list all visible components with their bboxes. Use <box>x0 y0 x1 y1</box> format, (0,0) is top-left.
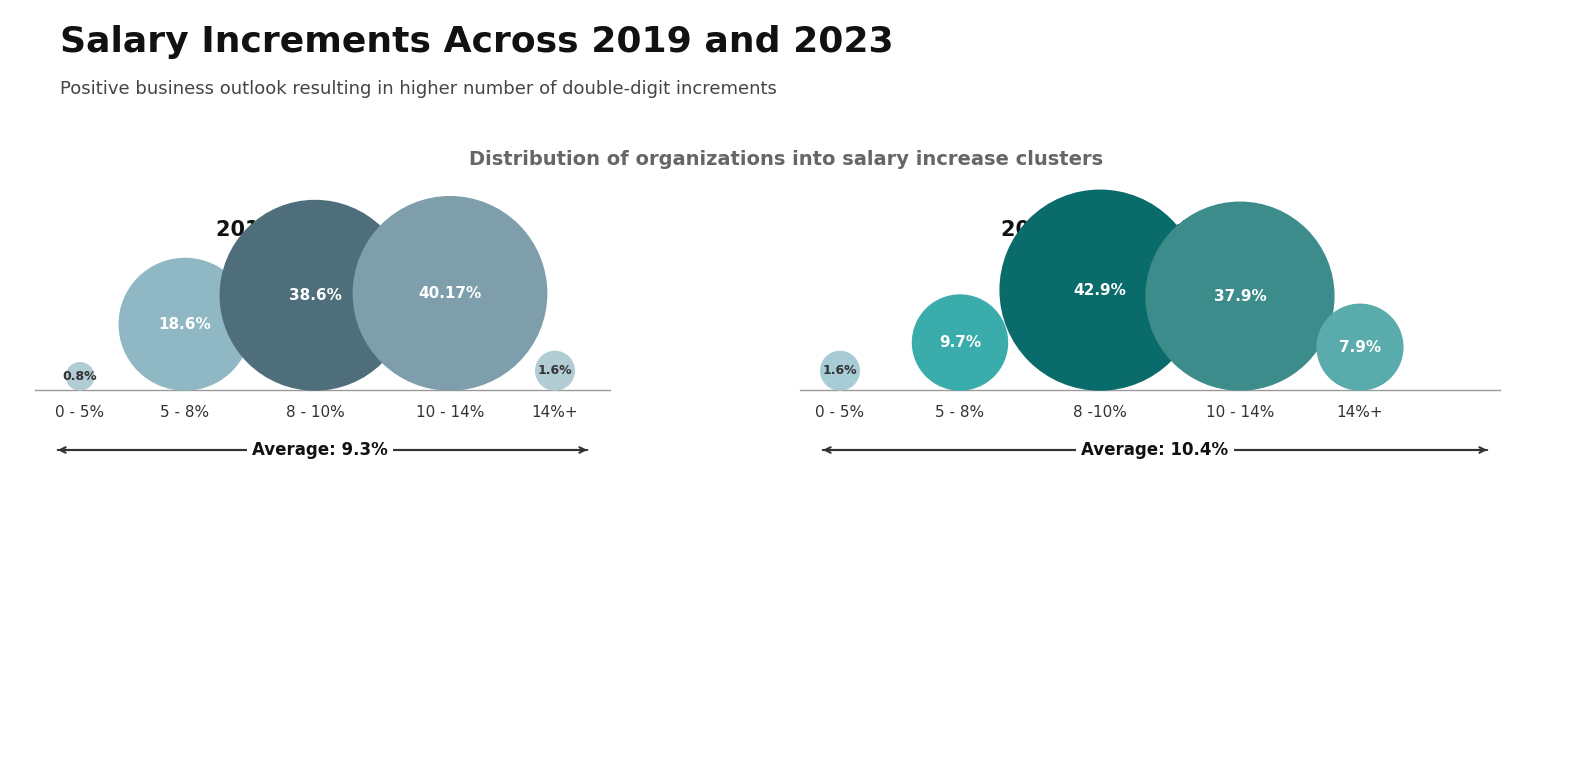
Text: 0.8%: 0.8% <box>63 370 97 383</box>
Text: Average: 9.3%: Average: 9.3% <box>252 441 388 459</box>
Circle shape <box>1317 304 1402 390</box>
Circle shape <box>536 351 574 390</box>
Circle shape <box>220 201 410 390</box>
Text: 10 - 14%: 10 - 14% <box>417 405 484 420</box>
Text: 5 - 8%: 5 - 8% <box>160 405 209 420</box>
Circle shape <box>354 197 547 390</box>
Text: Positive business outlook resulting in higher number of double-digit increments: Positive business outlook resulting in h… <box>60 80 777 98</box>
Circle shape <box>1000 190 1199 390</box>
Text: 2023 (Projected): 2023 (Projected) <box>1001 220 1198 240</box>
Text: 40.17%: 40.17% <box>418 286 481 301</box>
Circle shape <box>1146 202 1335 390</box>
Text: 1.6%: 1.6% <box>822 364 857 377</box>
Text: 5 - 8%: 5 - 8% <box>935 405 984 420</box>
Text: 14%+: 14%+ <box>531 405 578 420</box>
Text: 18.6%: 18.6% <box>159 317 211 331</box>
Text: 0 - 5%: 0 - 5% <box>55 405 105 420</box>
Circle shape <box>821 351 860 390</box>
Text: Average: 10.4%: Average: 10.4% <box>1082 441 1229 459</box>
Text: 0 - 5%: 0 - 5% <box>816 405 865 420</box>
Circle shape <box>66 363 94 390</box>
Circle shape <box>912 295 1008 390</box>
Circle shape <box>119 258 252 390</box>
Text: 8 -10%: 8 -10% <box>1074 405 1127 420</box>
Text: 10 - 14%: 10 - 14% <box>1206 405 1275 420</box>
Text: 37.9%: 37.9% <box>1214 289 1267 303</box>
Text: Salary Increments Across 2019 and 2023: Salary Increments Across 2019 and 2023 <box>60 25 893 59</box>
Text: 9.7%: 9.7% <box>938 335 981 350</box>
Text: 2019 (Actual): 2019 (Actual) <box>215 220 374 240</box>
Text: 1.6%: 1.6% <box>538 364 572 377</box>
Text: 14%+: 14%+ <box>1336 405 1383 420</box>
Text: 38.6%: 38.6% <box>289 288 341 302</box>
Text: Distribution of organizations into salary increase clusters: Distribution of organizations into salar… <box>468 150 1104 169</box>
Text: 8 - 10%: 8 - 10% <box>286 405 344 420</box>
Text: 7.9%: 7.9% <box>1339 340 1382 355</box>
Text: 42.9%: 42.9% <box>1074 283 1127 298</box>
